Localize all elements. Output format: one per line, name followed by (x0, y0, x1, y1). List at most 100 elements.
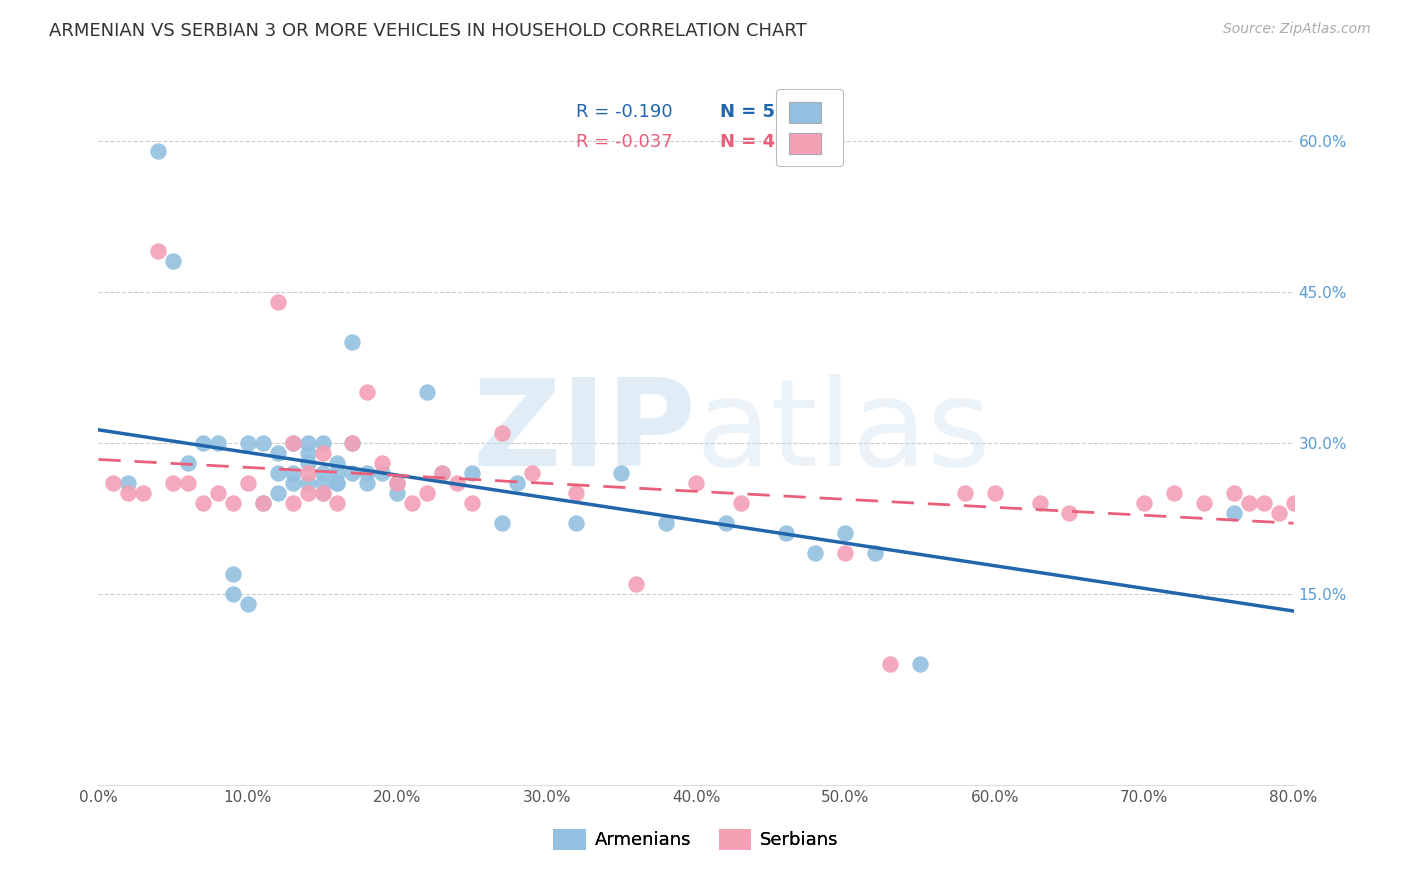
Point (207, 486, 229, 500)
Point (236, 475, 259, 490)
Point (326, 475, 349, 490)
Text: ZIP: ZIP (472, 374, 696, 491)
Point (1028, 496, 1050, 510)
Point (775, 526, 797, 541)
Point (103, 475, 125, 490)
Text: N = 53: N = 53 (720, 103, 787, 121)
Point (117, 475, 139, 490)
Text: ARMENIAN VS SERBIAN 3 OR MORE VEHICLES IN HOUSEHOLD CORRELATION CHART: ARMENIAN VS SERBIAN 3 OR MORE VEHICLES I… (49, 22, 807, 40)
Point (162, 254, 184, 268)
Point (281, 496, 304, 510)
Point (865, 546, 887, 560)
Point (311, 446, 333, 460)
Point (342, 466, 364, 480)
Point (520, 466, 543, 480)
Point (342, 435, 364, 450)
Point (326, 456, 349, 470)
Point (117, 486, 139, 500)
Point (236, 435, 259, 450)
Point (1059, 506, 1081, 520)
Point (804, 546, 827, 560)
Point (834, 546, 856, 560)
Point (311, 486, 333, 500)
Point (162, 475, 184, 490)
Point (371, 466, 394, 480)
Point (222, 587, 245, 601)
Point (191, 496, 214, 510)
Point (506, 475, 529, 490)
Point (834, 526, 856, 541)
Point (252, 496, 274, 510)
Point (297, 475, 319, 490)
Text: atlas: atlas (696, 374, 991, 491)
Point (207, 435, 229, 450)
Point (908, 657, 931, 672)
Point (281, 466, 304, 480)
Point (385, 486, 409, 500)
Point (565, 486, 588, 500)
Point (297, 446, 319, 460)
Point (1267, 506, 1289, 520)
Point (356, 466, 378, 480)
Point (342, 435, 364, 450)
Point (252, 496, 274, 510)
Point (191, 435, 214, 450)
Point (356, 385, 378, 400)
Point (1223, 506, 1246, 520)
Point (491, 425, 513, 440)
Point (326, 475, 349, 490)
Point (342, 334, 364, 349)
Point (326, 466, 349, 480)
Point (297, 466, 319, 480)
Point (311, 435, 333, 450)
Point (879, 657, 901, 672)
Point (685, 475, 707, 490)
Point (1163, 486, 1185, 500)
Point (252, 435, 274, 450)
Point (385, 475, 409, 490)
Point (222, 496, 245, 510)
Point (132, 486, 155, 500)
Point (267, 466, 290, 480)
Point (461, 496, 484, 510)
Point (281, 435, 304, 450)
Text: Source: ZipAtlas.com: Source: ZipAtlas.com (1223, 22, 1371, 37)
Point (267, 486, 290, 500)
Point (416, 385, 439, 400)
Legend: Armenians, Serbians: Armenians, Serbians (546, 822, 846, 857)
Point (1192, 496, 1215, 510)
Point (297, 456, 319, 470)
Point (1223, 486, 1246, 500)
Point (311, 486, 333, 500)
Point (1282, 496, 1305, 510)
Point (610, 466, 633, 480)
Point (311, 466, 333, 480)
Point (371, 456, 394, 470)
Text: R = -0.190: R = -0.190 (576, 103, 673, 121)
Point (491, 516, 513, 531)
Text: R = -0.037: R = -0.037 (576, 133, 673, 151)
Point (311, 475, 333, 490)
Point (714, 516, 737, 531)
Point (430, 466, 453, 480)
Point (148, 144, 170, 158)
Point (236, 597, 259, 611)
Point (626, 576, 648, 591)
Point (430, 466, 453, 480)
Point (1253, 496, 1275, 510)
Point (655, 516, 678, 531)
Point (148, 244, 170, 259)
Point (281, 475, 304, 490)
Point (1237, 496, 1260, 510)
Point (984, 486, 1007, 500)
Point (416, 486, 439, 500)
Point (1133, 496, 1156, 510)
Point (281, 435, 304, 450)
Text: N = 48: N = 48 (720, 133, 787, 151)
Point (177, 475, 200, 490)
Point (267, 446, 290, 460)
Point (356, 475, 378, 490)
Point (446, 475, 468, 490)
Point (177, 456, 200, 470)
Point (461, 466, 484, 480)
